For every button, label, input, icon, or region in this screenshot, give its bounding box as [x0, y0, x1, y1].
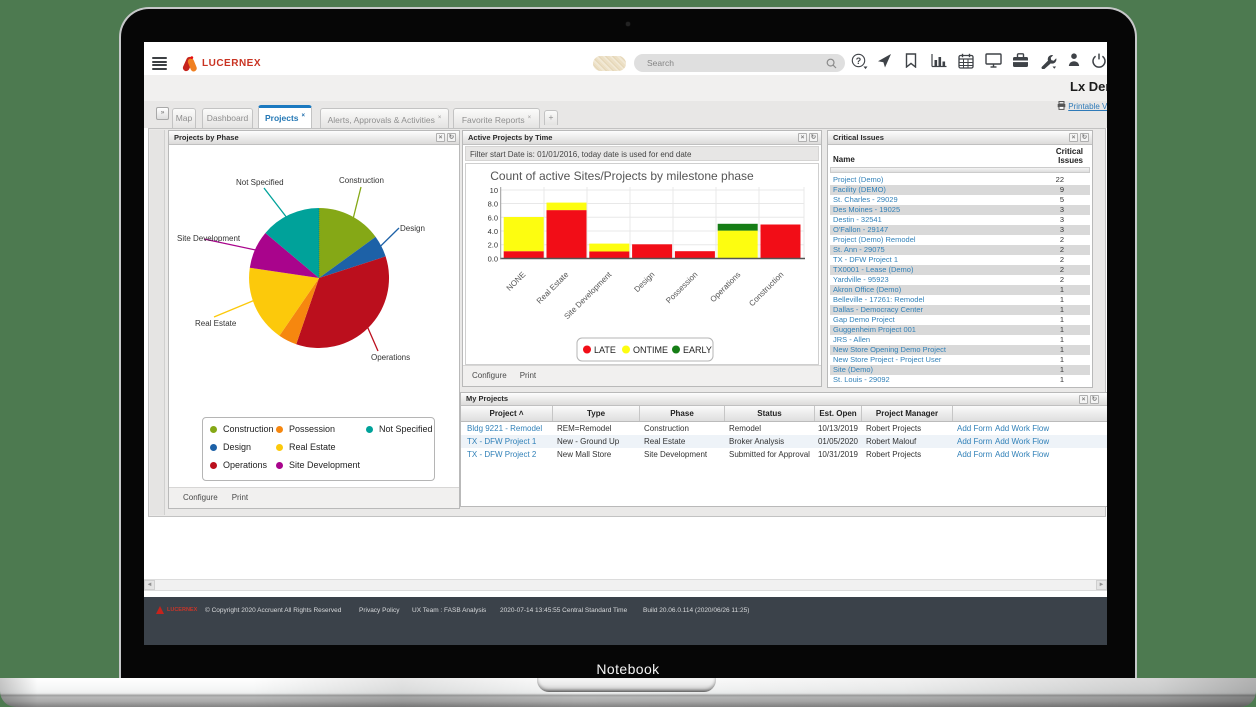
- svg-text:10: 10: [490, 186, 498, 195]
- svg-text:Site Development: Site Development: [177, 234, 241, 243]
- svg-text:Site Development: Site Development: [562, 270, 614, 322]
- svg-text:Construction: Construction: [339, 176, 384, 185]
- svg-text:EARLY: EARLY: [683, 345, 712, 355]
- svg-text:0.0: 0.0: [488, 254, 498, 263]
- svg-text:6.0: 6.0: [488, 213, 498, 222]
- svg-text:Real Estate: Real Estate: [195, 319, 237, 328]
- svg-text:?: ?: [856, 56, 862, 66]
- svg-text:LATE: LATE: [594, 345, 616, 355]
- svg-text:ONTIME: ONTIME: [633, 345, 668, 355]
- svg-text:Operations: Operations: [371, 353, 410, 362]
- svg-text:Construction: Construction: [747, 270, 785, 308]
- svg-text:Possession: Possession: [664, 270, 699, 305]
- svg-text:NONE: NONE: [505, 270, 528, 293]
- svg-text:Design: Design: [400, 224, 425, 233]
- svg-text:Operations: Operations: [708, 270, 742, 304]
- svg-text:Real Estate: Real Estate: [535, 270, 571, 306]
- svg-text:4.0: 4.0: [488, 227, 498, 236]
- svg-text:Not Specified: Not Specified: [236, 178, 284, 187]
- svg-text:2.0: 2.0: [488, 241, 498, 250]
- svg-text:Design: Design: [632, 270, 656, 294]
- svg-text:8.0: 8.0: [488, 200, 498, 209]
- svg-text:Count of active Sites/Projects: Count of active Sites/Projects by milest…: [490, 169, 754, 183]
